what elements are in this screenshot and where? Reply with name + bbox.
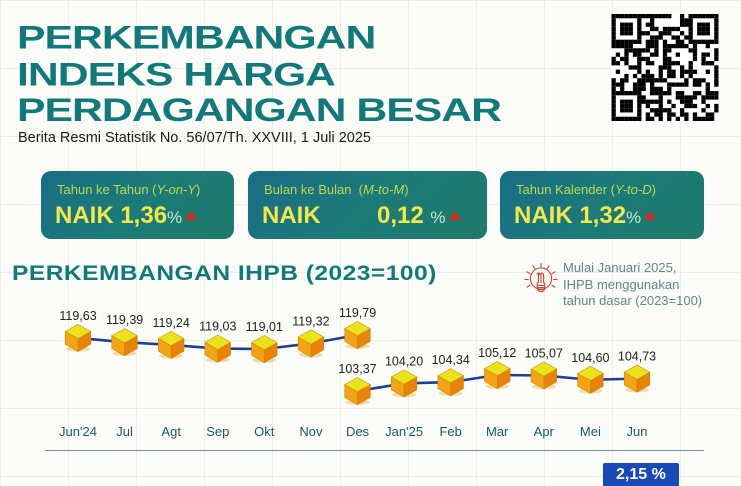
svg-text:104,60: 104,60	[571, 351, 609, 365]
svg-text:104,20: 104,20	[385, 354, 423, 368]
svg-text:119,32: 119,32	[292, 314, 329, 328]
svg-text:119,39: 119,39	[106, 313, 143, 327]
svg-text:104,34: 104,34	[432, 353, 470, 367]
svg-text:119,24: 119,24	[153, 316, 190, 330]
svg-text:105,07: 105,07	[525, 347, 563, 361]
svg-text:119,63: 119,63	[59, 309, 96, 323]
svg-text:105,12: 105,12	[478, 346, 516, 360]
svg-text:119,01: 119,01	[246, 320, 283, 334]
svg-text:119,79: 119,79	[339, 306, 376, 320]
svg-text:119,03: 119,03	[199, 320, 236, 334]
svg-text:104,73: 104,73	[618, 350, 656, 364]
svg-text:103,37: 103,37	[338, 362, 376, 376]
